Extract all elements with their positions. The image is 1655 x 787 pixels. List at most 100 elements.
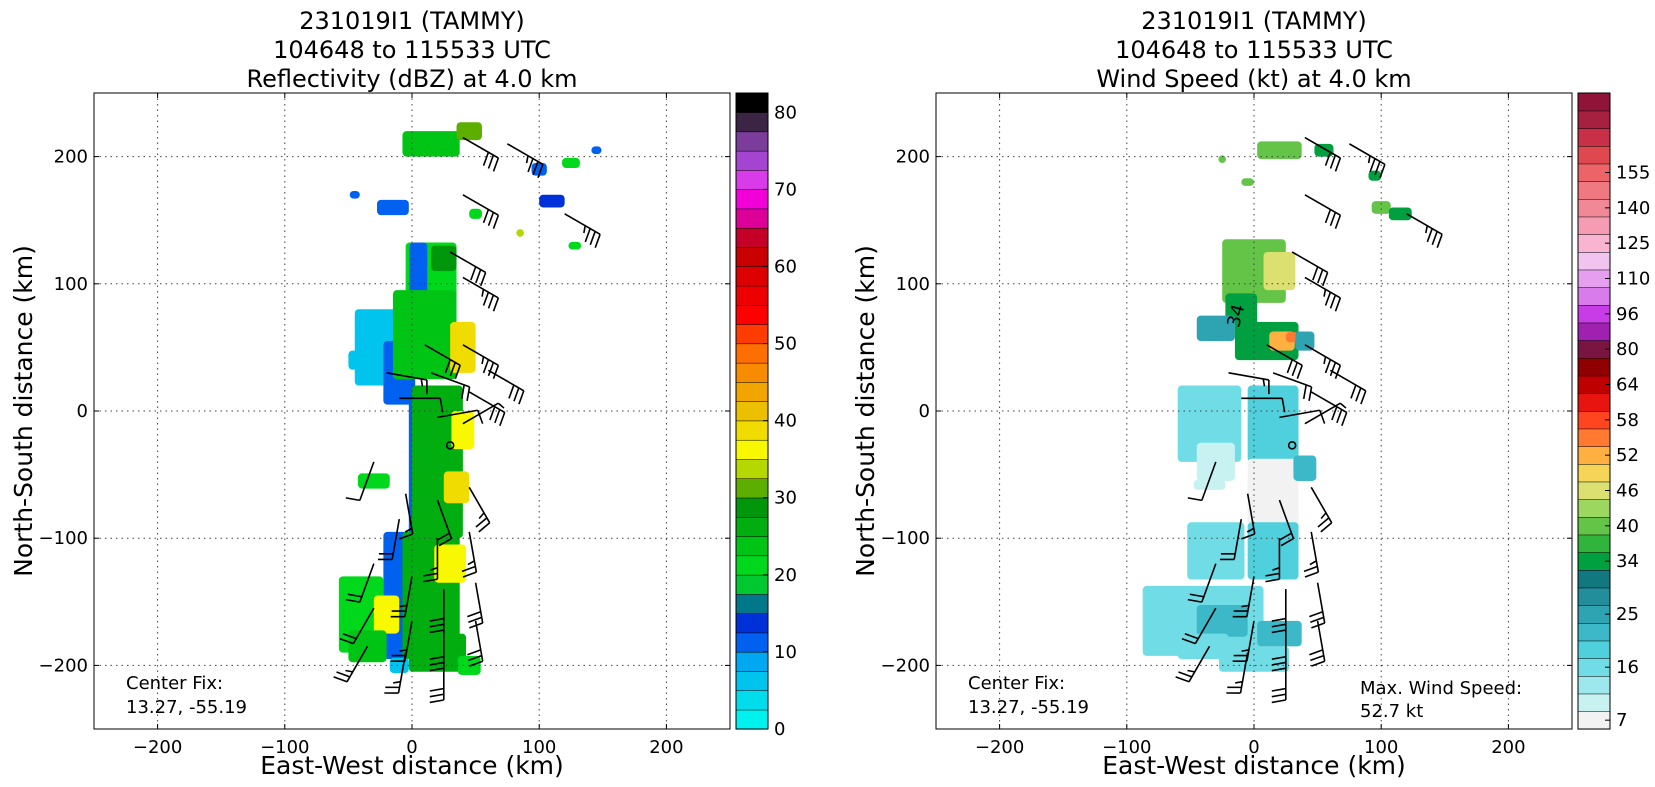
wind-barb-flag [1339, 402, 1347, 409]
data-cell [1388, 207, 1412, 221]
wind-barb-staff [474, 582, 484, 624]
y-axis-label: North-South distance (km) [9, 245, 38, 577]
colorbar-bin [735, 362, 769, 383]
data-cell [412, 385, 463, 539]
colorbar-bin [1577, 693, 1611, 712]
colorbar-tick-label: 34 [1616, 551, 1639, 572]
wind-barb-staff [462, 276, 499, 299]
wind-barb-flag [1341, 412, 1348, 427]
wind-barb-flag [404, 527, 413, 533]
wind-barb-flag [1175, 676, 1190, 683]
colorbar-bin [735, 458, 769, 480]
wind-barb-flag [1334, 365, 1342, 379]
wind-barb-flag [393, 680, 401, 684]
data-cell [451, 411, 475, 450]
wind-barb-flag [1331, 406, 1338, 421]
colorbar-tick-label: 58 [1616, 410, 1639, 431]
wind-barb-flag [1189, 593, 1204, 598]
x-tick-label: 200 [649, 737, 683, 758]
wind-barb-staff [1266, 344, 1303, 367]
colorbar-tick-label: 80 [1616, 339, 1639, 360]
colorbar-bin [735, 343, 769, 364]
wind-barb-flag [1271, 699, 1286, 704]
wind-barb-flag [1324, 291, 1332, 306]
wind-barb-flag [429, 655, 444, 660]
colorbar-bin [735, 632, 769, 653]
wind-barb-staff [462, 136, 499, 159]
x-tick-label: 0 [406, 737, 417, 758]
wind-barb-flag [1296, 365, 1303, 379]
colorbar-bin [1577, 92, 1611, 112]
wind-barb-flag [584, 228, 591, 243]
colorbar-tick-label: 40 [774, 411, 797, 432]
wind-barb-flag [1309, 560, 1317, 566]
wind-barb-flag [1241, 604, 1250, 608]
data-cell [591, 146, 602, 155]
x-tick-label: 100 [522, 737, 556, 758]
wind-barb-staff [436, 499, 453, 539]
wind-barb-staff [430, 372, 470, 388]
wind-barb-flag [429, 617, 444, 622]
chart-title-line: 104648 to 115533 UTC [1115, 36, 1393, 64]
wind-barb-flag [1324, 209, 1332, 224]
wind-barb-staff [1406, 213, 1443, 236]
wind-barb-flag [345, 598, 360, 603]
wind-barb-flag [1291, 362, 1298, 377]
colorbar-bin [735, 246, 769, 268]
wind-barb-staff [468, 486, 491, 524]
wind-barb-flag [429, 661, 444, 666]
wind-barb-staff [424, 344, 461, 367]
data-cells [338, 122, 602, 675]
wind-barb-flag [1329, 294, 1337, 309]
wind-barb-flag [1329, 154, 1337, 169]
wind-barb-flag [1323, 356, 1327, 365]
wind-barb-flag [469, 660, 483, 667]
wind-barb-staff [391, 518, 401, 560]
center-fix-marker [445, 441, 455, 450]
data-cell [409, 242, 428, 300]
data-cell [349, 190, 360, 199]
data-cell [348, 350, 362, 370]
data-cell [1295, 331, 1315, 351]
wind-barb-flag [1320, 512, 1327, 520]
wind-barb-flag [1324, 359, 1332, 374]
wind-barb-flag [1181, 638, 1196, 645]
wind-barb-staff [1304, 136, 1341, 159]
y-tick-label: −200 [39, 655, 88, 676]
wind-barb-flag [467, 560, 475, 566]
wind-barbs [1175, 136, 1443, 704]
wind-barb-flag [1241, 649, 1250, 652]
wind-barb-flag [399, 533, 414, 540]
y-tick-label: −100 [39, 528, 88, 549]
wind-barb-flag [527, 158, 534, 173]
wind-barb-flag [1271, 655, 1286, 660]
wind-barb-flag [438, 537, 452, 547]
wind-barb-staff [564, 213, 601, 236]
wind-barb-flag [487, 212, 495, 226]
colorbar-bin [1577, 128, 1611, 147]
colorbar-tick-label: 96 [1616, 304, 1639, 325]
wind-barb-flag [429, 687, 444, 692]
wind-barb-staff [506, 143, 544, 166]
data-cell [402, 131, 460, 157]
wind-barb-flag [1281, 398, 1286, 413]
wind-barb-flag [508, 384, 515, 399]
wind-barb-flag [1241, 533, 1256, 540]
wind-barb-staff [1329, 369, 1367, 392]
wind-barb-staff [1304, 344, 1341, 367]
wind-barb-staff [1304, 402, 1341, 425]
data-cell [1247, 385, 1299, 462]
wind-barb-flag [487, 294, 495, 309]
wind-barb-flag [1310, 654, 1324, 662]
wind-barb-flag [420, 378, 424, 387]
wind-barb-staff [1304, 194, 1341, 216]
wind-barb-flag [1379, 164, 1386, 178]
wind-barb-flag [487, 154, 495, 169]
colorbar-bin [735, 324, 769, 345]
data-cells [1142, 141, 1412, 672]
wind-barb-flag [345, 669, 353, 673]
wind-barb-flag [333, 676, 348, 683]
x-axis-label: East-West distance (km) [260, 751, 564, 780]
wind-barb-flag [1271, 687, 1286, 692]
wind-barb-flag [1323, 289, 1327, 297]
